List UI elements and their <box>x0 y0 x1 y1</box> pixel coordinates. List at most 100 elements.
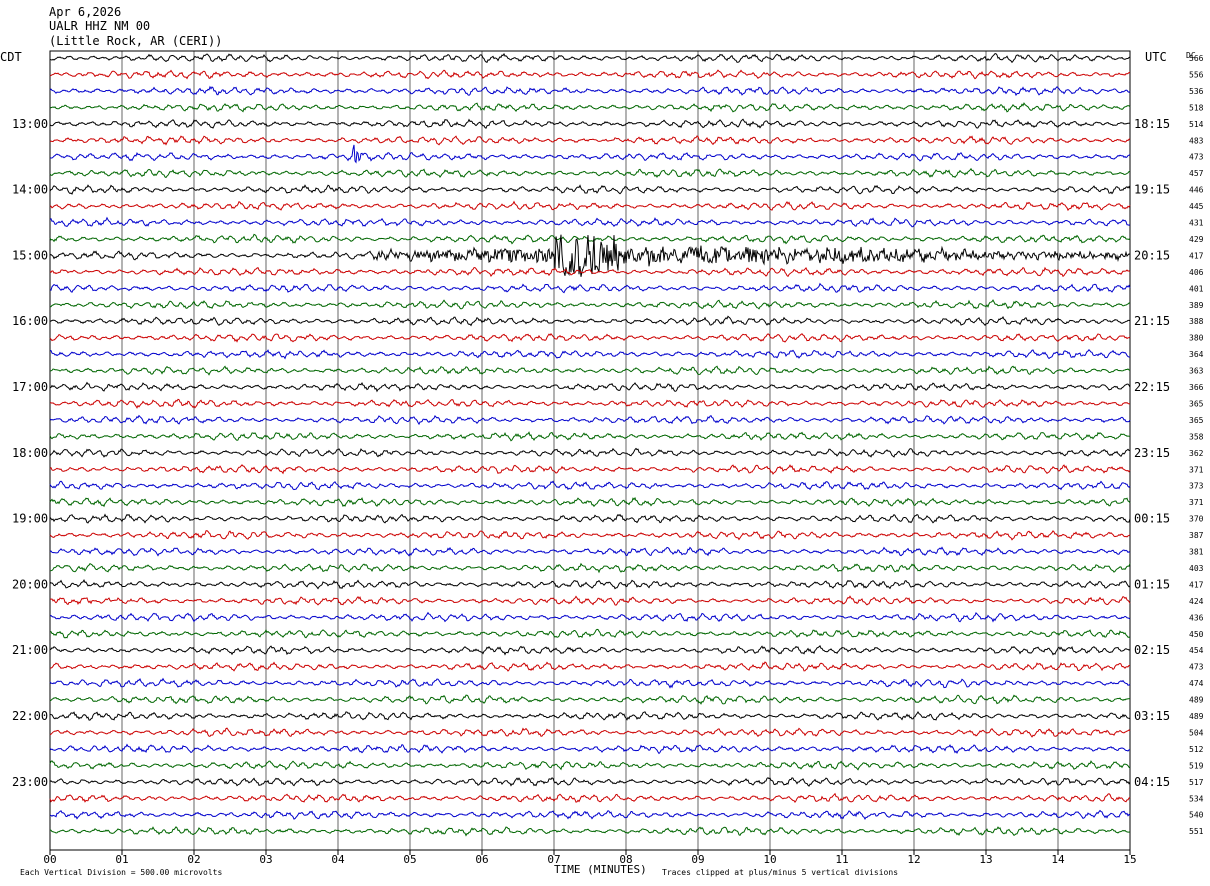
seismic-trace <box>49 349 1131 360</box>
dc-offset-label: 403 <box>1189 564 1204 573</box>
seismic-trace <box>49 661 1130 672</box>
seismic-trace <box>49 743 1131 755</box>
dc-offset-label: 431 <box>1189 219 1204 228</box>
dc-offset-label: 566 <box>1189 54 1204 63</box>
seismic-trace <box>49 167 1131 179</box>
x-tick-label: 06 <box>475 853 488 866</box>
seismic-trace <box>49 332 1131 343</box>
dc-offset-label: 365 <box>1189 399 1204 408</box>
dc-offset-label: 473 <box>1189 663 1204 672</box>
seismic-trace <box>49 530 1131 541</box>
seismic-trace <box>49 234 1131 277</box>
x-tick-label: 12 <box>907 853 920 866</box>
dc-offset-label: 388 <box>1189 317 1204 326</box>
dc-offset-label: 483 <box>1189 136 1204 145</box>
x-tick-label: 11 <box>835 853 848 866</box>
seismic-trace <box>49 727 1131 738</box>
right-hour-label: 18:15 <box>1134 117 1170 131</box>
x-tick-label: 00 <box>43 853 56 866</box>
seismic-trace <box>49 414 1131 426</box>
dc-offset-header: DC <box>1186 51 1196 60</box>
x-tick-label: 01 <box>115 853 128 866</box>
seismic-trace <box>49 85 1131 97</box>
dc-offset-label: 417 <box>1189 251 1204 260</box>
right-hour-label: 21:15 <box>1134 314 1170 328</box>
seismic-trace <box>49 381 1131 393</box>
seismic-trace <box>49 711 1131 721</box>
dc-offset-label: 445 <box>1189 202 1204 211</box>
dc-offset-label: 387 <box>1189 531 1204 540</box>
header-location: (Little Rock, AR (CERI)) <box>49 34 222 48</box>
right-hour-label: 01:15 <box>1134 577 1170 591</box>
left-timezone-label: CDT <box>0 50 22 64</box>
seismic-trace <box>49 496 1131 508</box>
dc-offset-label: 551 <box>1189 827 1204 836</box>
seismic-trace <box>49 562 1131 574</box>
seismic-trace <box>49 677 1131 689</box>
x-tick-label: 13 <box>979 853 992 866</box>
dc-offset-label: 365 <box>1189 416 1204 425</box>
scale-note: Each Vertical Division = 500.00 microvol… <box>20 868 222 877</box>
left-hour-label: 14:00 <box>12 183 48 197</box>
seismic-trace <box>49 513 1131 524</box>
right-hour-label: 00:15 <box>1134 512 1170 526</box>
seismic-trace <box>49 144 1131 164</box>
left-hour-label: 18:00 <box>12 446 48 460</box>
x-tick-label: 10 <box>763 853 776 866</box>
header-station: UALR HHZ NM 00 <box>49 19 150 33</box>
dc-offset-label: 473 <box>1189 153 1204 162</box>
dc-offset-label: 371 <box>1189 498 1204 507</box>
header-date: Apr 6,2026 <box>49 5 121 19</box>
dc-offset-label: 370 <box>1189 515 1204 524</box>
seismic-trace <box>49 431 1131 442</box>
right-hour-label: 20:15 <box>1134 248 1170 262</box>
dc-offset-label: 371 <box>1189 465 1204 474</box>
left-hour-label: 21:00 <box>12 643 48 657</box>
seismic-trace <box>49 464 1131 475</box>
dc-offset-label: 536 <box>1189 87 1204 96</box>
left-hour-label: 13:00 <box>12 117 48 131</box>
dc-offset-label: 424 <box>1189 597 1204 606</box>
dc-offset-label: 517 <box>1189 778 1204 787</box>
dc-offset-label: 429 <box>1189 235 1204 244</box>
dc-offset-label: 373 <box>1189 482 1204 491</box>
dc-offset-label: 489 <box>1189 696 1204 705</box>
seismic-trace <box>49 809 1131 821</box>
x-tick-label: 02 <box>187 853 200 866</box>
seismic-trace <box>49 578 1131 590</box>
seismic-trace <box>49 102 1131 113</box>
seismic-trace <box>49 266 1131 278</box>
x-tick-label: 09 <box>691 853 704 866</box>
dc-offset-label: 512 <box>1189 745 1204 754</box>
dc-offset-label: 540 <box>1189 811 1204 820</box>
dc-offset-label: 534 <box>1189 794 1204 803</box>
dc-offset-label: 366 <box>1189 383 1204 392</box>
seismic-trace <box>49 546 1131 557</box>
chart-grid <box>49 50 1131 855</box>
seismic-trace <box>49 595 1131 606</box>
seismic-trace <box>49 628 1131 639</box>
seismic-trace <box>50 398 1131 409</box>
seismic-trace <box>49 480 1131 491</box>
seismic-trace <box>49 299 1131 310</box>
left-hour-label: 17:00 <box>12 380 48 394</box>
seismic-trace <box>49 315 1131 327</box>
dc-offset-label: 457 <box>1189 169 1204 178</box>
dc-offset-label: 363 <box>1189 367 1204 376</box>
x-axis-label: TIME (MINUTES) <box>554 863 647 876</box>
seismic-trace <box>49 118 1131 129</box>
dc-offset-label: 474 <box>1189 679 1204 688</box>
right-hour-label: 22:15 <box>1134 380 1170 394</box>
seismic-trace <box>49 216 1131 228</box>
dc-offset-label: 446 <box>1189 186 1204 195</box>
seismic-trace <box>49 52 1131 64</box>
right-hour-label: 03:15 <box>1134 709 1170 723</box>
left-hour-label: 20:00 <box>12 577 48 591</box>
seismic-trace <box>49 200 1131 212</box>
seismic-trace <box>49 792 1131 803</box>
seismic-trace <box>49 826 1131 837</box>
dc-offset-label: 358 <box>1189 432 1204 441</box>
left-hour-label: 15:00 <box>12 248 48 262</box>
dc-offset-label: 489 <box>1189 712 1204 721</box>
seismic-trace <box>49 135 1131 146</box>
